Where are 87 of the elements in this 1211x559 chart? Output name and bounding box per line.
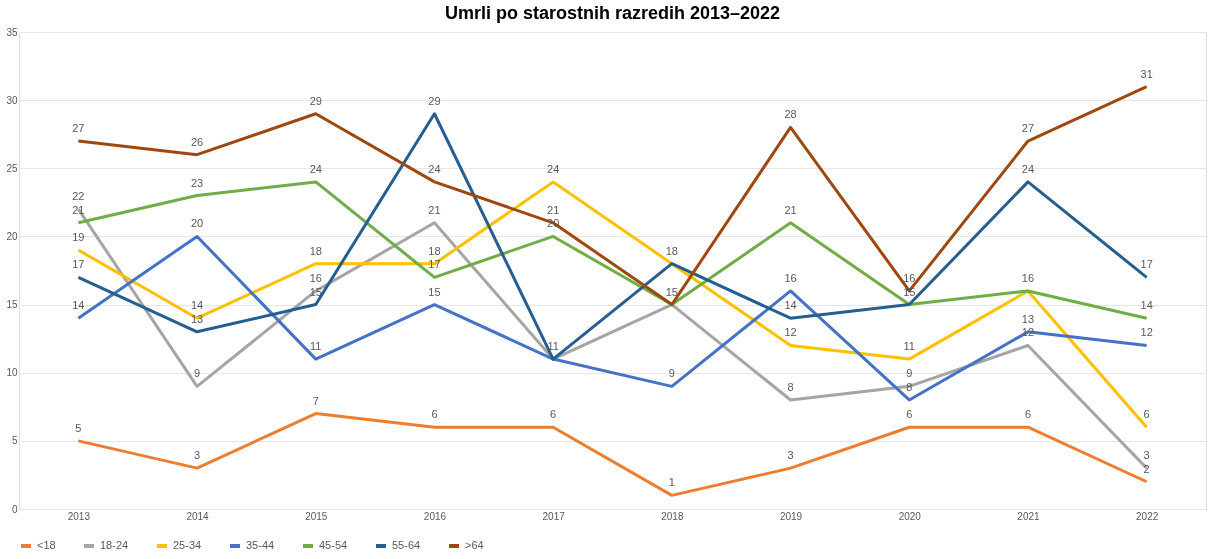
legend-label: >64 (465, 539, 484, 551)
data-label: 14 (72, 299, 85, 312)
y-tick-label: 35 (6, 26, 18, 38)
legend-label: 35-44 (246, 539, 275, 551)
x-tick-label: 2018 (661, 510, 684, 522)
data-label: 14 (190, 299, 204, 312)
chart-title: Umrli po starostnih razredih 2013–2022 (444, 3, 781, 23)
x-tick-label: 2022 (1136, 510, 1159, 522)
data-label: 9 (906, 367, 913, 380)
data-label: 21 (428, 203, 441, 216)
x-tick-label: 2021 (1017, 510, 1041, 522)
data-label: 15 (428, 285, 441, 298)
data-label: 28 (784, 108, 797, 121)
data-label: 6 (906, 408, 913, 421)
data-label: 6 (1024, 408, 1032, 421)
y-tick-label: 5 (11, 435, 18, 447)
data-label: 14 (1140, 299, 1153, 312)
data-label: 12 (1140, 326, 1153, 339)
data-label: 18 (428, 244, 441, 257)
data-label: 9 (668, 367, 675, 380)
data-label: 24 (1021, 162, 1035, 175)
legend-label: 55-64 (392, 539, 421, 551)
data-label: 29 (309, 94, 322, 107)
y-tick-label: 10 (6, 367, 18, 379)
data-label: 1 (668, 476, 675, 489)
legend-label: 18-24 (100, 539, 129, 551)
data-label: 9 (193, 367, 201, 380)
data-label: 14 (784, 299, 797, 312)
y-tick-label: 15 (6, 299, 18, 311)
data-label: 29 (428, 94, 441, 107)
data-label: 5 (75, 421, 82, 434)
x-tick-label: 2017 (542, 510, 566, 522)
y-tick-label: 0 (11, 503, 18, 515)
data-label: 23 (190, 176, 204, 189)
data-label: 15 (309, 285, 322, 298)
data-label: 17 (1140, 258, 1153, 271)
data-label: 15 (665, 285, 678, 298)
line-series (76, 412, 1149, 497)
x-tick-label: 2020 (898, 510, 922, 522)
data-label: 3 (787, 449, 794, 462)
legend-label: 45-54 (319, 539, 348, 551)
x-tick-label: 2014 (186, 510, 210, 522)
data-label: 31 (1140, 67, 1153, 80)
legend-label: 25-34 (173, 539, 202, 551)
data-label: 17 (72, 258, 85, 271)
data-label: 15 (903, 285, 916, 298)
data-label: 6 (550, 408, 557, 421)
data-label: 8 (906, 380, 913, 393)
y-tick-label: 20 (6, 230, 18, 242)
x-tick-label: 2013 (67, 510, 91, 522)
data-label: 16 (1021, 271, 1035, 284)
data-label: 21 (784, 203, 797, 216)
x-tick-label: 2015 (305, 510, 328, 522)
x-tick-label: 2019 (779, 510, 803, 522)
data-label: 24 (428, 162, 441, 175)
data-label: 3 (1143, 449, 1150, 462)
data-label: 12 (784, 326, 797, 339)
data-label: 26 (190, 135, 204, 148)
data-label: 16 (784, 271, 797, 284)
data-label: 18 (309, 244, 322, 257)
data-label: 21 (547, 203, 560, 216)
data-label: 22 (72, 190, 85, 203)
data-label: 11 (547, 340, 559, 353)
data-label: 20 (547, 217, 560, 230)
data-label: 11 (310, 340, 322, 353)
y-tick-label: 30 (6, 94, 18, 106)
data-label: 16 (903, 271, 916, 284)
data-label: 21 (72, 203, 85, 216)
data-label: 11 (903, 340, 915, 353)
data-label: 24 (547, 162, 560, 175)
data-label: 18 (665, 244, 678, 257)
data-label: 27 (72, 122, 85, 135)
data-label: 24 (309, 162, 322, 175)
legend-label: <18 (37, 539, 56, 551)
y-tick-label: 25 (6, 162, 18, 174)
data-label: 16 (309, 271, 322, 284)
data-label: 8 (787, 380, 794, 393)
data-label: 13 (1021, 312, 1035, 325)
data-label: 3 (193, 449, 201, 462)
data-label: 6 (431, 408, 438, 421)
data-label: 20 (190, 217, 204, 230)
x-tick-label: 2016 (423, 510, 447, 522)
data-label: 27 (1021, 122, 1035, 135)
data-label: 2 (1143, 462, 1150, 475)
data-label: 6 (1143, 408, 1150, 421)
data-label: 7 (312, 394, 319, 407)
data-label: 19 (72, 231, 85, 244)
